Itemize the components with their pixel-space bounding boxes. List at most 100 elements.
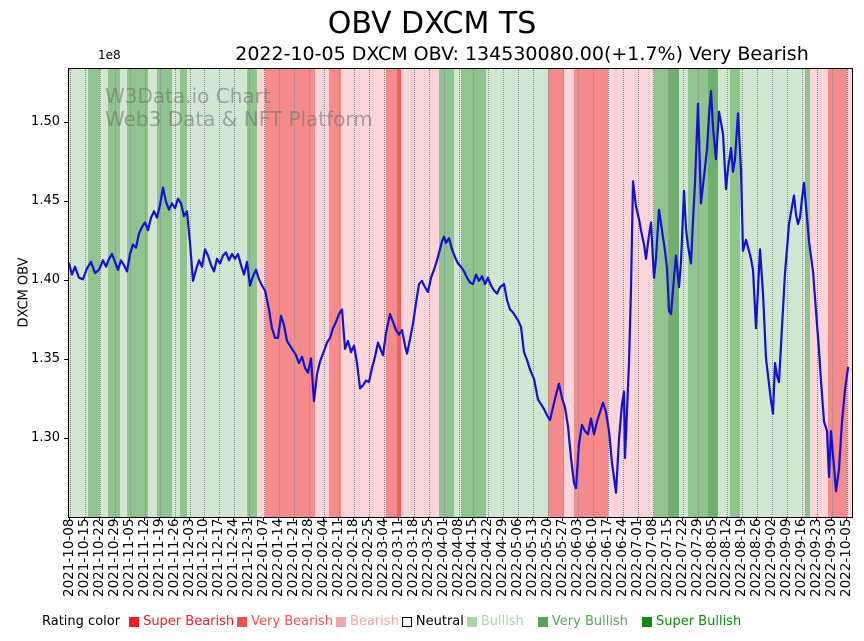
y-axis-offset-label: 1e8 [98, 48, 121, 62]
legend-item-very_bullish: Very Bullish [537, 614, 628, 629]
gridline [294, 69, 296, 517]
rating-band-very_bearish [386, 69, 397, 517]
x-tick-label: 2021-12-10 [195, 518, 212, 597]
x-tick [487, 517, 489, 521]
x-tick-label: 2021-10-29 [105, 518, 122, 597]
x-tick-label: 2022-08-05 [703, 518, 720, 597]
rating-band-very_bullish [439, 69, 454, 517]
rating-band-bearish [257, 69, 265, 517]
gridline [727, 69, 729, 517]
x-tick [771, 517, 773, 521]
x-tick-label: 2022-10-05 [838, 518, 854, 597]
x-tick [502, 517, 504, 521]
x-tick-label: 2022-01-21 [285, 518, 302, 597]
watermark-line1: W3Data.io Chart [105, 84, 271, 108]
x-tick [831, 517, 833, 521]
legend-swatch-bearish [336, 616, 347, 627]
x-tick [278, 517, 280, 521]
x-tick [173, 517, 175, 521]
rating-band-very_bullish [247, 69, 257, 517]
y-tick-label: 1.45 [31, 192, 60, 208]
page-title: OBV DXCM TS [327, 6, 537, 41]
y-tick-label: 1.40 [31, 271, 60, 287]
gridline [129, 69, 131, 517]
x-tick [83, 517, 85, 521]
x-tick-label: 2022-02-04 [315, 518, 332, 597]
x-tick-label: 2022-03-04 [374, 518, 391, 597]
rating-band-very_bullish [805, 69, 810, 517]
rating-band-very_bullish [730, 69, 740, 517]
x-tick-label: 2022-05-27 [554, 518, 571, 597]
gridline [802, 69, 804, 517]
obv-line [69, 90, 850, 494]
x-tick [218, 517, 220, 521]
rating-band-bullish [148, 69, 157, 517]
legend-item-very_bearish: Very Bearish [237, 614, 333, 629]
legend-item-super_bearish: Super Bearish [129, 614, 234, 629]
watermark: W3Data.io Chart Web3 Data & NFT Platform [105, 85, 373, 131]
x-tick-label: 2022-05-13 [524, 518, 541, 597]
x-tick [547, 517, 549, 521]
x-tick [711, 517, 713, 521]
x-tick [203, 517, 205, 521]
gridline [772, 69, 774, 517]
x-tick-label: 2022-01-07 [255, 518, 272, 597]
legend-label-neutral: Neutral [415, 614, 464, 629]
gridline [114, 69, 116, 517]
x-tick [263, 517, 265, 521]
x-tick [606, 517, 608, 521]
x-tick-label: 2022-07-29 [688, 518, 705, 597]
x-tick-label: 2022-04-22 [479, 518, 496, 597]
x-tick-label: 2021-12-03 [180, 518, 197, 597]
x-tick [801, 517, 803, 521]
gridline [592, 69, 594, 517]
rating-band-very_bullish [127, 69, 148, 517]
y-tick [64, 358, 68, 360]
watermark-line2: Web3 Data & NFT Platform [105, 107, 373, 131]
x-tick [517, 517, 519, 521]
x-tick-label: 2021-11-19 [150, 518, 167, 597]
x-tick [756, 517, 758, 521]
rating-band-very_bullish [88, 69, 100, 517]
x-tick-label: 2022-08-26 [748, 518, 765, 597]
x-tick-label: 2022-09-23 [808, 518, 825, 597]
x-tick-label: 2022-05-20 [539, 518, 556, 597]
gridline [787, 69, 789, 517]
legend-swatch-bullish [466, 616, 477, 627]
x-tick-label: 2022-09-30 [823, 518, 840, 597]
x-tick-label: 2022-06-24 [613, 518, 630, 597]
rating-band-very_bearish [265, 69, 315, 517]
x-tick [786, 517, 788, 521]
x-tick [412, 517, 414, 521]
x-tick-label: 2022-08-12 [718, 518, 735, 597]
x-tick [681, 517, 683, 521]
gridline [473, 69, 475, 517]
rating-band-very_bearish [329, 69, 341, 517]
x-tick [337, 517, 339, 521]
gridline [503, 69, 505, 517]
gridline [682, 69, 684, 517]
x-tick [188, 517, 190, 521]
gridline [189, 69, 191, 517]
gridline [607, 69, 609, 517]
x-tick-label: 2022-07-08 [643, 518, 660, 597]
x-tick [666, 517, 668, 521]
y-tick-label: 1.35 [31, 350, 60, 366]
x-tick-label: 2022-02-18 [344, 518, 361, 597]
x-tick-label: 2022-03-25 [419, 518, 436, 597]
x-tick [621, 517, 623, 521]
legend-swatch-very_bearish [237, 616, 248, 627]
x-tick-label: 2021-12-24 [225, 518, 242, 597]
x-tick [562, 517, 564, 521]
x-tick [158, 517, 160, 521]
x-tick [816, 517, 818, 521]
x-tick-label: 2022-01-14 [270, 518, 287, 597]
gridline [338, 69, 340, 517]
x-tick [696, 517, 698, 521]
gridline [832, 69, 834, 517]
x-tick-label: 2021-10-08 [61, 518, 77, 597]
x-tick-label: 2022-02-25 [359, 518, 376, 597]
x-tick [69, 517, 70, 521]
x-tick-label: 2022-04-01 [434, 518, 451, 597]
